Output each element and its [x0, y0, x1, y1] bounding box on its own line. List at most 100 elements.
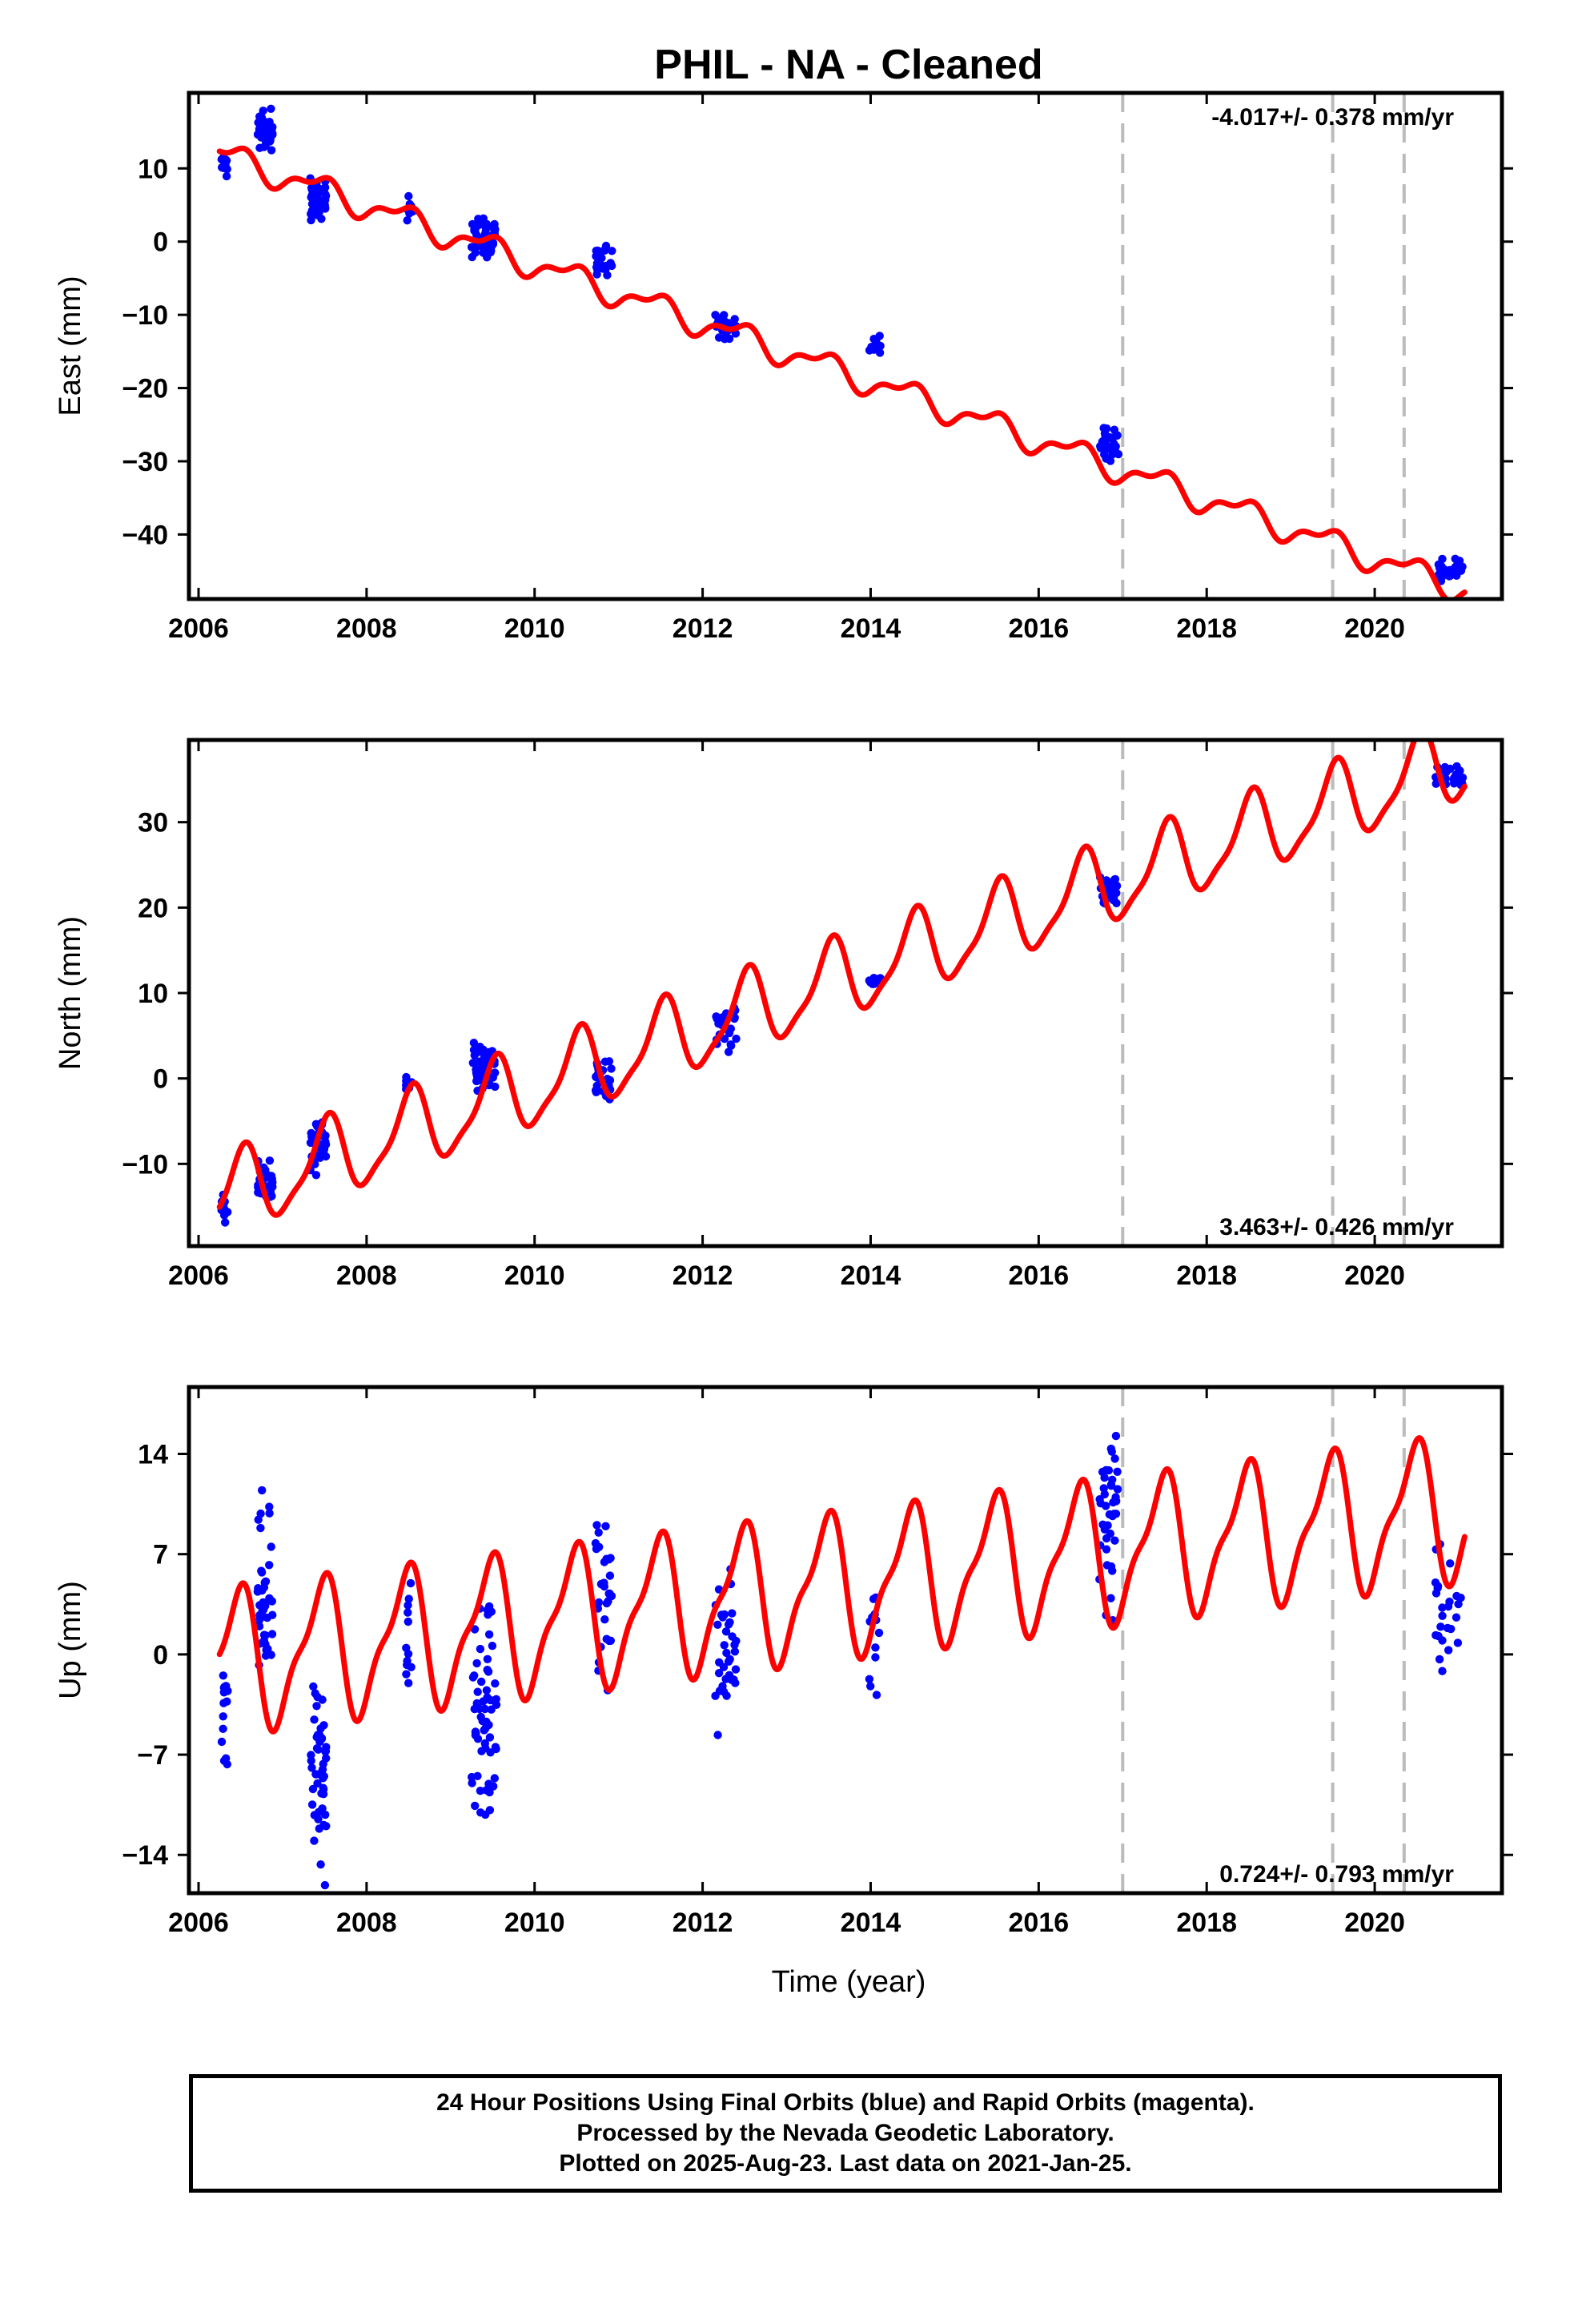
north-data-point	[1431, 779, 1440, 788]
east-data-point	[869, 345, 878, 354]
east-data-point	[313, 193, 322, 202]
up-x-tick-label: 2008	[336, 1908, 397, 1938]
north-data-point	[1452, 762, 1461, 771]
up-y-tick-label: 7	[153, 1540, 168, 1570]
north-data-point	[1112, 899, 1121, 908]
east-x-tick-label: 2006	[168, 613, 229, 644]
east-data-point	[471, 226, 480, 235]
up-y-tick-label: 14	[138, 1440, 168, 1470]
up-data-point	[480, 1726, 488, 1735]
north-data-point	[607, 1064, 616, 1073]
up-data-point	[605, 1571, 615, 1580]
up-data-point	[219, 1724, 227, 1733]
east-x-tick-label: 2012	[673, 613, 733, 644]
up-data-point	[592, 1521, 601, 1530]
up-x-tick-label: 2020	[1344, 1908, 1405, 1938]
up-data-point	[487, 1607, 496, 1616]
up-data-point	[476, 1787, 485, 1795]
up-data-point	[319, 1774, 327, 1783]
up-data-point	[1110, 1536, 1119, 1545]
up-data-point	[866, 1682, 875, 1691]
up-data-point	[316, 1724, 325, 1733]
north-data-point	[717, 1018, 725, 1027]
east-data-point	[1106, 456, 1115, 465]
east-data-point	[491, 226, 500, 235]
north-data-point	[491, 1068, 500, 1077]
up-data-point	[255, 1622, 264, 1630]
up-data-point	[311, 1770, 320, 1779]
up-data-point	[492, 1695, 500, 1703]
up-data-point	[481, 1810, 490, 1819]
up-data-point	[1111, 1493, 1120, 1502]
east-data-point	[1102, 434, 1112, 444]
up-data-point	[256, 1523, 265, 1533]
up-data-point	[596, 1579, 606, 1589]
up-data-point	[476, 1712, 485, 1722]
east-data-point	[1102, 424, 1111, 433]
east-data-point	[717, 313, 725, 323]
up-data-point	[488, 1642, 497, 1651]
up-data-point	[1113, 1485, 1122, 1494]
up-data-point	[1106, 1562, 1116, 1571]
east-data-point	[222, 171, 231, 181]
up-data-point	[1111, 1510, 1121, 1518]
east-data-point	[608, 247, 616, 255]
east-data-point	[404, 191, 413, 201]
footer-caption: 24 Hour Positions Using Final Orbits (bl…	[189, 2074, 1502, 2193]
up-data-point	[1452, 1591, 1461, 1601]
up-data-point	[730, 1647, 740, 1656]
up-data-point	[594, 1528, 603, 1537]
up-data-point	[490, 1774, 499, 1783]
up-data-point	[865, 1675, 874, 1683]
up-x-tick-label: 2016	[1009, 1908, 1070, 1938]
north-data-point	[307, 1128, 315, 1138]
up-data-point	[314, 1807, 323, 1816]
figure-title: PHIL - NA - Cleaned	[654, 42, 1042, 88]
up-data-point	[719, 1663, 729, 1671]
up-data-point	[314, 1745, 323, 1754]
up-data-point	[477, 1677, 486, 1687]
up-rate-label: 0.724+/- 0.793 mm/yr	[1219, 1861, 1454, 1888]
north-x-tick-label: 2012	[673, 1261, 733, 1291]
north-y-tick-label: −10	[122, 1149, 168, 1180]
up-y-tick-label: −14	[122, 1840, 168, 1871]
east-data-point	[592, 270, 601, 279]
up-data-point	[1110, 1454, 1119, 1463]
up-data-point	[308, 1784, 318, 1794]
panel-up: 2006 2008 2010 2012 2014 2016 2018 2020 14 7 0 −7 −1…	[54, 1385, 1513, 1938]
up-data-point	[731, 1665, 741, 1674]
up-data-point	[311, 1689, 319, 1698]
up-data-point	[259, 1583, 269, 1592]
up-data-point	[483, 1655, 492, 1663]
up-data-point	[1111, 1431, 1121, 1441]
up-data-point	[404, 1601, 412, 1610]
x-axis-label: Time (year)	[772, 1965, 926, 1999]
up-data-point	[322, 1754, 331, 1763]
north-data-point	[726, 1040, 735, 1049]
up-data-point	[310, 1715, 319, 1724]
up-data-point	[489, 1782, 498, 1791]
north-data-point	[1112, 888, 1121, 898]
up-data-point	[307, 1751, 315, 1759]
east-data-point	[267, 104, 275, 113]
north-data-point	[1442, 766, 1452, 774]
up-data-point	[1113, 1467, 1122, 1477]
up-data-point	[472, 1729, 480, 1738]
east-data-point	[592, 251, 600, 261]
up-data-point	[322, 1822, 331, 1831]
up-data-point	[310, 1836, 319, 1845]
north-x-tick-label: 2008	[336, 1261, 397, 1291]
up-data-point	[594, 1598, 604, 1607]
up-data-point	[1445, 1597, 1454, 1606]
up-frame	[187, 1385, 1504, 1896]
up-data-point	[1435, 1655, 1444, 1664]
north-data-point	[865, 976, 874, 985]
east-y-tick-label: 10	[138, 154, 168, 184]
up-data-point	[722, 1648, 731, 1658]
up-data-point	[217, 1737, 227, 1747]
north-x-tick-label: 2006	[168, 1261, 229, 1291]
up-data-point	[483, 1666, 492, 1675]
up-data-point	[1454, 1599, 1463, 1609]
north-data-point	[724, 1047, 733, 1056]
up-data-point	[1446, 1559, 1455, 1568]
